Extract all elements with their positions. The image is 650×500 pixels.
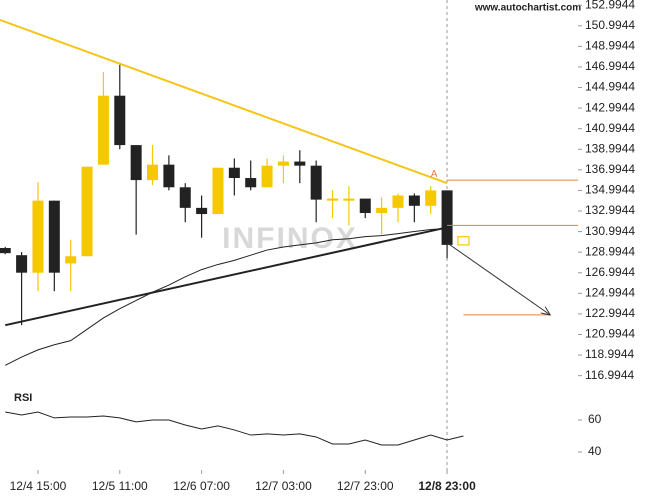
candle-body [228, 167, 240, 179]
trendline [5, 226, 448, 327]
y-tick-label: 144.9944 [585, 80, 635, 94]
candle-body [114, 95, 126, 146]
y-tick-label: 140.9944 [585, 121, 635, 135]
source-label: www.autochartist.com [474, 3, 581, 14]
candle-body [163, 164, 175, 188]
candle-body [32, 200, 44, 273]
watermark: INFINOX [222, 222, 358, 255]
x-tick-label: 12/8 23:00 [418, 479, 476, 493]
candle-body [310, 165, 322, 200]
candle-body [65, 256, 77, 264]
y-tick-label: 152.9944 [585, 0, 635, 11]
candle-body [425, 190, 437, 206]
candle-body [48, 200, 60, 273]
y-tick-label: 132.9944 [585, 203, 635, 217]
forecast-arrow [446, 242, 550, 315]
candle-body [245, 178, 257, 188]
candle-body [212, 167, 224, 215]
candle-body [147, 164, 159, 181]
candle-body [441, 190, 453, 245]
y-tick-label: 150.9944 [585, 18, 635, 32]
y-tick-label: 122.9944 [585, 306, 635, 320]
candle-body [130, 145, 142, 181]
candle-body [359, 198, 371, 214]
rsi-title: RSI [14, 392, 32, 404]
y-tick-label: 148.9944 [585, 39, 635, 53]
x-tick-label: 12/7 23:00 [337, 479, 394, 493]
moving-average [5, 227, 448, 366]
x-tick-label: 12/6 07:00 [173, 479, 230, 493]
y-tick-label: 128.9944 [585, 244, 635, 258]
y-tick-label: 142.9944 [585, 100, 635, 114]
x-tick-label: 12/4 15:00 [10, 479, 67, 493]
pattern-label: A [431, 169, 438, 180]
candle-body [294, 161, 306, 166]
candle-body [408, 195, 420, 206]
candle-body [0, 247, 11, 254]
candle-body [277, 161, 289, 166]
x-tick-label: 12/7 03:00 [255, 479, 312, 493]
y-tick-label: 130.9944 [585, 224, 635, 238]
y-tick-label: 118.9944 [585, 347, 634, 361]
y-tick-label: 146.9944 [585, 59, 635, 73]
pending-bar [457, 236, 470, 246]
candle-body [343, 198, 355, 201]
y-tick-label: 124.9944 [585, 286, 635, 300]
y-tick-label: 136.9944 [585, 162, 635, 176]
candle-body [327, 198, 339, 201]
candle-body [16, 255, 28, 273]
y-tick-label: 116.9944 [585, 368, 634, 382]
rsi-tick-label: 60 [588, 412, 602, 426]
trendline [0, 19, 448, 185]
candle-body [97, 95, 109, 165]
x-tick-label: 12/5 11:00 [92, 479, 148, 493]
y-tick-label: 138.9944 [585, 141, 635, 155]
y-tick-label: 126.9944 [585, 265, 635, 279]
y-tick-label: 134.9944 [585, 183, 635, 197]
candle-body [261, 165, 273, 188]
rsi-line [5, 411, 464, 446]
candle-body [196, 207, 208, 215]
candle-body [392, 195, 404, 208]
candle-body [376, 207, 388, 214]
candle-body [179, 187, 191, 208]
candle-body [81, 166, 93, 257]
rsi-tick-label: 40 [588, 444, 602, 458]
y-tick-label: 120.9944 [585, 327, 635, 341]
